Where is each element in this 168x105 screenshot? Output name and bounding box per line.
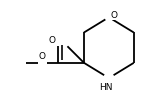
Text: HN: HN [99,83,113,92]
Text: O: O [49,36,56,45]
Text: O: O [111,11,118,20]
Text: O: O [38,52,45,61]
